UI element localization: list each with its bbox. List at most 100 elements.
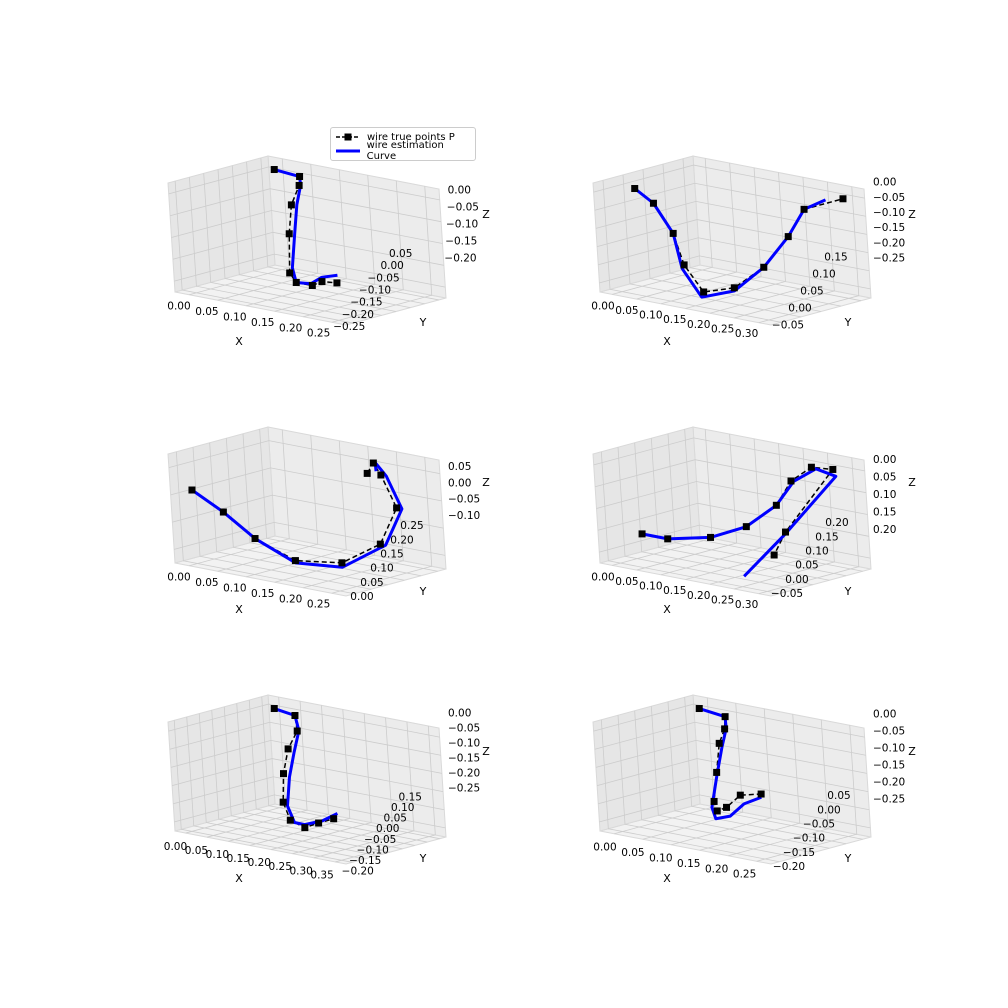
- y-tick-label: 0.05: [827, 790, 850, 802]
- y-tick-label: 0.00: [380, 260, 403, 272]
- grid-line: [662, 164, 842, 307]
- y-tick-label: −0.05: [771, 588, 803, 600]
- x-axis-label: X: [235, 872, 243, 885]
- side-pane: [167, 694, 276, 832]
- estimate-curve: [273, 168, 338, 286]
- z-axis-label: Z: [482, 476, 490, 489]
- y-tick-label: 0.25: [400, 520, 423, 532]
- true-point-marker: [742, 523, 750, 531]
- true-point-marker: [649, 199, 657, 207]
- true-point-marker: [291, 557, 299, 565]
- x-tick-label: 0.20: [687, 319, 710, 331]
- grid-line: [169, 721, 441, 756]
- z-tick-label: 0.00: [873, 454, 896, 466]
- grid-line: [622, 174, 802, 318]
- true-point-marker: [287, 201, 295, 209]
- true-point-marker: [713, 807, 721, 815]
- true-point-marker: [770, 551, 778, 559]
- x-tick-label: 0.00: [167, 572, 190, 584]
- z-tick-label: −0.25: [873, 252, 905, 264]
- grid-line: [206, 701, 308, 838]
- true-point-marker: [188, 486, 196, 494]
- grid-line: [174, 521, 446, 556]
- grid-line: [596, 219, 869, 253]
- y-tick-label: −0.05: [364, 834, 396, 846]
- z-axis-label: Z: [908, 208, 916, 221]
- z-tick-label: −0.05: [447, 202, 479, 214]
- x-tick-label: 0.25: [733, 869, 756, 881]
- true-point-marker: [715, 739, 723, 747]
- true-point-marker: [219, 508, 227, 516]
- y-axis-label: Y: [419, 585, 427, 598]
- legend-true-swatch: [336, 133, 360, 141]
- true-point-marker: [669, 229, 677, 237]
- z-axis-label: Z: [908, 745, 916, 758]
- true-point-marker: [286, 269, 294, 277]
- y-tick-label: 0.00: [350, 591, 373, 603]
- grid-line: [660, 438, 762, 576]
- grid-line: [170, 467, 442, 502]
- grid-line: [170, 740, 442, 774]
- grid-line: [599, 255, 871, 290]
- y-tick-label: −0.10: [357, 844, 389, 856]
- grid-line: [261, 696, 440, 840]
- grid-line: [246, 161, 425, 305]
- x-tick-label: 0.15: [251, 588, 274, 600]
- x-tick-label: 0.10: [223, 582, 246, 594]
- x-tick-label: 0.20: [687, 590, 710, 602]
- side-pane: [592, 694, 701, 832]
- grid-line: [667, 433, 847, 577]
- z-tick-label: 0.00: [448, 708, 471, 720]
- grid-line: [758, 457, 860, 595]
- z-tick-label: −0.05: [448, 723, 480, 735]
- subplot-2: 0.00 0.05 0.10 0.15 0.20 0.25 0.30−0.050.000.0…: [591, 155, 916, 348]
- grid-line: [203, 173, 382, 316]
- z-tick-label: −0.20: [444, 253, 476, 265]
- grid-line: [597, 502, 869, 537]
- x-tick-label: 0.20: [705, 863, 728, 875]
- y-tick-label: −0.20: [773, 861, 805, 873]
- y-tick-label: 0.10: [805, 545, 828, 557]
- grid-line: [593, 437, 865, 472]
- grid-line: [303, 180, 404, 318]
- grid-line: [217, 435, 319, 572]
- grid-line: [168, 703, 440, 738]
- x-tick-label: 0.15: [677, 858, 700, 870]
- grid-line: [617, 447, 797, 590]
- grid-line: [231, 165, 411, 309]
- y-tick-label: 0.10: [812, 269, 835, 281]
- grid-line: [249, 709, 351, 846]
- y-tick-label: 0.05: [360, 577, 383, 589]
- z-tick-label: −0.20: [873, 237, 905, 249]
- x-tick-label: 0.05: [185, 845, 208, 857]
- grid-line: [189, 429, 290, 567]
- y-tick-label: 0.00: [376, 823, 399, 835]
- x-tick-label: 0.10: [223, 311, 246, 323]
- z-tick-label: −0.05: [873, 726, 905, 738]
- x-tick-label: 0.00: [593, 842, 616, 854]
- estimate-curve: [633, 187, 827, 299]
- true-point-marker: [295, 181, 303, 189]
- grid-line: [685, 172, 786, 309]
- x-tick-label: 0.20: [279, 593, 302, 605]
- y-tick-label: −0.05: [772, 320, 804, 332]
- grid-line: [189, 158, 290, 296]
- grid-line: [274, 175, 376, 312]
- grid-line: [211, 710, 390, 853]
- y-tick-label: 0.05: [800, 286, 823, 298]
- z-tick-label: −0.10: [446, 219, 478, 231]
- y-tick-label: −0.05: [367, 272, 399, 284]
- true-point-marker: [293, 727, 301, 735]
- grid-line: [614, 697, 715, 835]
- z-tick-label: −0.15: [448, 753, 480, 765]
- grid-line: [682, 158, 862, 302]
- true-point-marker: [338, 559, 346, 567]
- true-point-marker: [638, 530, 646, 538]
- true-point-marker: [376, 540, 384, 548]
- x-tick-label: 0.00: [167, 301, 190, 313]
- true-point-marker: [251, 535, 259, 543]
- x-tick-label: 0.15: [227, 853, 250, 865]
- grid-line: [172, 231, 444, 266]
- true-point-marker: [700, 288, 708, 296]
